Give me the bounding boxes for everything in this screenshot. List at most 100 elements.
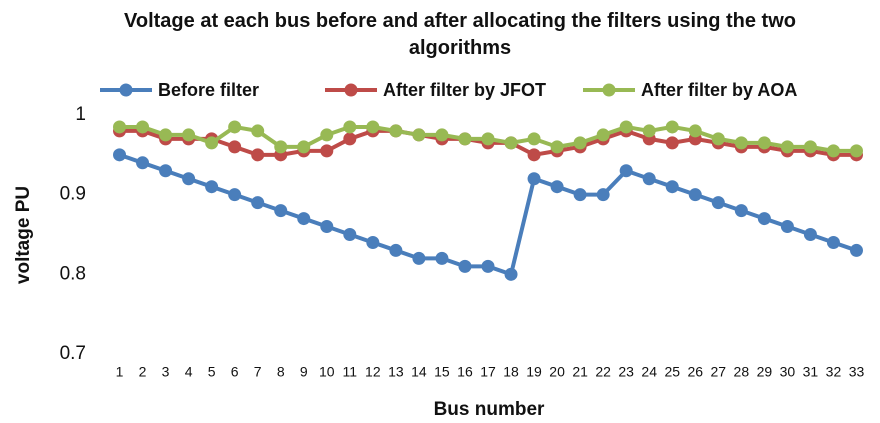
x-tick-label: 10 xyxy=(319,364,335,380)
point xyxy=(320,144,334,158)
x-axis-label: Bus number xyxy=(434,399,545,420)
point xyxy=(458,132,472,146)
point xyxy=(504,136,518,150)
y-tick-label: 0.8 xyxy=(60,263,86,284)
point xyxy=(412,128,426,142)
x-tick-label: 24 xyxy=(641,364,657,380)
chart-title: Voltage at each bus before and after all… xyxy=(124,10,796,59)
point xyxy=(550,140,564,154)
point xyxy=(573,136,587,150)
point xyxy=(343,132,357,146)
x-tick-label: 20 xyxy=(549,364,565,380)
point xyxy=(803,228,817,241)
x-tick-label: 7 xyxy=(254,364,262,380)
x-tick-label: 3 xyxy=(162,364,170,380)
x-tick-label: 1 xyxy=(116,364,124,380)
x-tick-label: 12 xyxy=(365,364,381,380)
point xyxy=(136,156,150,170)
point xyxy=(688,188,702,202)
y-tick-label: 1 xyxy=(75,104,86,125)
x-tick-label: 33 xyxy=(849,364,865,380)
x-tick-label: 29 xyxy=(757,364,773,380)
x-tick-label: 31 xyxy=(803,364,819,380)
point xyxy=(205,180,219,194)
point xyxy=(527,148,541,162)
x-tick-label: 9 xyxy=(300,364,308,380)
legend-label: After filter by JFOT xyxy=(383,80,546,100)
x-tick-label: 27 xyxy=(711,364,727,380)
point xyxy=(481,259,495,273)
y-axis-label: voltage PU xyxy=(13,186,34,284)
x-tick-label: 5 xyxy=(208,364,216,380)
point xyxy=(159,128,173,142)
point xyxy=(182,172,196,186)
point xyxy=(780,220,794,234)
point xyxy=(389,243,403,257)
point xyxy=(803,140,817,154)
point xyxy=(734,204,748,218)
point xyxy=(849,243,863,257)
x-tick-label: 18 xyxy=(503,364,519,380)
point xyxy=(481,132,495,146)
point xyxy=(435,251,449,265)
point xyxy=(113,148,127,162)
point xyxy=(550,180,564,194)
point xyxy=(458,259,472,273)
point xyxy=(573,188,587,202)
point xyxy=(251,148,265,162)
point xyxy=(849,144,863,158)
point xyxy=(688,124,702,138)
point xyxy=(596,128,610,142)
point xyxy=(711,196,725,210)
point xyxy=(527,132,541,146)
x-tick-label: 11 xyxy=(343,364,358,380)
legend-marker xyxy=(119,83,133,97)
point xyxy=(274,140,288,154)
legend-label: After filter by AOA xyxy=(641,80,797,100)
x-tick-label: 21 xyxy=(572,364,588,380)
x-tick-label: 17 xyxy=(480,364,496,380)
point xyxy=(412,251,426,265)
point xyxy=(780,140,794,154)
point xyxy=(320,128,334,142)
point xyxy=(251,124,265,138)
x-tick-label: 2 xyxy=(139,364,147,380)
x-tick-label: 6 xyxy=(231,364,239,380)
point xyxy=(665,136,679,150)
legend-marker xyxy=(602,83,616,97)
point xyxy=(182,128,196,142)
point xyxy=(619,120,633,134)
x-tick-label: 8 xyxy=(277,364,285,380)
point xyxy=(826,144,840,158)
point xyxy=(320,220,334,234)
point xyxy=(711,132,725,146)
point xyxy=(734,136,748,150)
point xyxy=(389,124,403,138)
point xyxy=(228,140,242,154)
point xyxy=(826,235,840,249)
point xyxy=(159,164,173,178)
x-tick-label: 14 xyxy=(411,364,427,380)
point xyxy=(435,128,449,142)
point xyxy=(113,120,127,134)
point xyxy=(251,196,265,210)
x-tick-label: 26 xyxy=(687,364,703,380)
point xyxy=(757,136,771,150)
x-tick-label: 23 xyxy=(618,364,634,380)
point xyxy=(297,212,311,226)
y-tick-label: 0.9 xyxy=(60,184,86,205)
point xyxy=(136,120,150,134)
point xyxy=(665,120,679,134)
point xyxy=(665,180,679,194)
x-tick-label: 16 xyxy=(457,364,473,380)
point xyxy=(642,172,656,186)
point xyxy=(366,120,380,134)
x-tick-label: 4 xyxy=(185,364,193,380)
x-tick-label: 19 xyxy=(526,364,542,380)
point xyxy=(274,204,288,218)
point xyxy=(596,188,610,202)
point xyxy=(757,212,771,226)
x-tick-label: 28 xyxy=(734,364,750,380)
